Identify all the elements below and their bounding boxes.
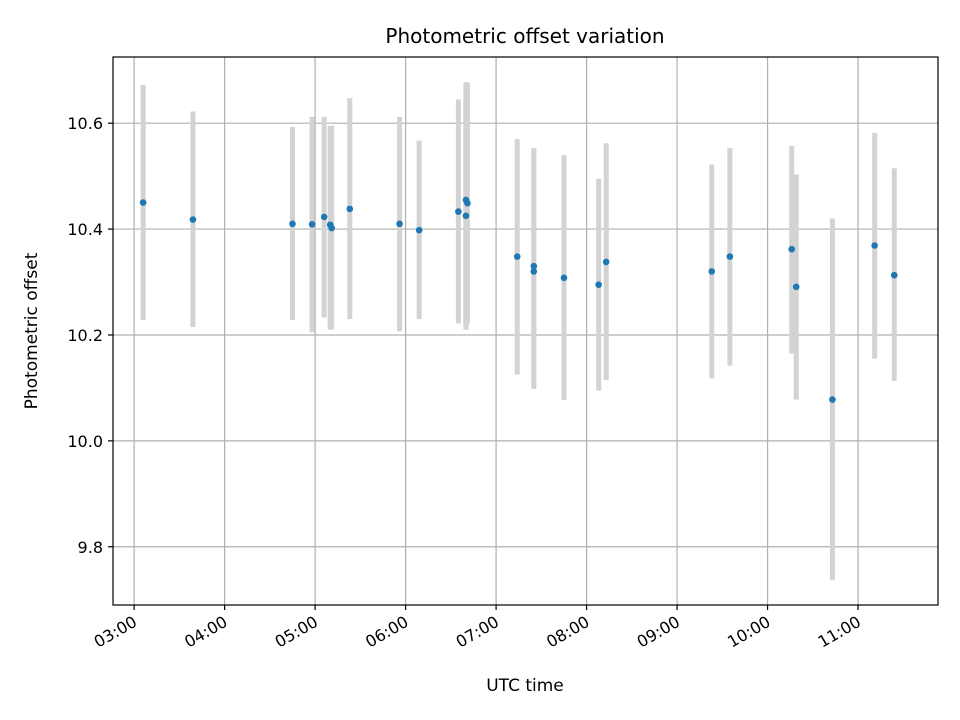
data-point — [595, 281, 602, 288]
data-point — [346, 205, 354, 213]
data-point — [871, 242, 878, 249]
data-point — [320, 213, 328, 221]
x-axis-label: UTC time — [486, 676, 564, 696]
data-point — [462, 212, 470, 220]
data-point — [308, 221, 316, 228]
data-point — [289, 220, 296, 228]
y-tick-label: 10.0 — [67, 432, 103, 451]
y-tick-label: 9.8 — [78, 538, 103, 557]
data-point — [726, 253, 734, 260]
data-point — [513, 253, 521, 260]
grid — [113, 57, 938, 605]
data-point — [708, 268, 716, 275]
data-point — [139, 199, 147, 206]
y-tick-label: 10.2 — [67, 326, 103, 345]
y-axis-label: Photometric offset — [22, 252, 42, 409]
data-point — [189, 216, 197, 223]
data-point — [396, 220, 403, 228]
data-point — [415, 226, 423, 234]
y-tick-label: 10.6 — [67, 114, 103, 133]
data-point — [829, 396, 836, 403]
data-point — [464, 199, 471, 207]
data-point — [890, 271, 898, 279]
data-point — [328, 224, 335, 232]
data-point — [455, 208, 462, 215]
data-point — [788, 245, 796, 253]
data-point — [792, 283, 800, 291]
chart-title: Photometric offset variation — [385, 24, 664, 48]
data-point — [560, 274, 568, 282]
data-point — [602, 258, 610, 266]
plot-frame — [112, 56, 939, 606]
data-point — [530, 262, 538, 270]
y-tick-label: 10.4 — [67, 220, 103, 239]
data-points — [139, 196, 898, 403]
data-point — [530, 268, 538, 275]
